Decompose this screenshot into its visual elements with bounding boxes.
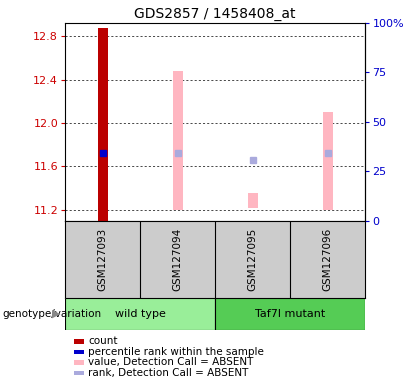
Text: GSM127094: GSM127094 — [173, 228, 183, 291]
Text: GSM127096: GSM127096 — [323, 228, 333, 291]
Text: ▶: ▶ — [52, 309, 61, 319]
Text: genotype/variation: genotype/variation — [2, 309, 101, 319]
Text: value, Detection Call = ABSENT: value, Detection Call = ABSENT — [88, 358, 254, 367]
Text: percentile rank within the sample: percentile rank within the sample — [88, 347, 264, 357]
Text: count: count — [88, 336, 118, 346]
Text: rank, Detection Call = ABSENT: rank, Detection Call = ABSENT — [88, 368, 249, 378]
Bar — [323, 112, 333, 210]
Title: GDS2857 / 1458408_at: GDS2857 / 1458408_at — [134, 7, 296, 21]
Text: wild type: wild type — [115, 309, 165, 319]
Text: Taf7l mutant: Taf7l mutant — [255, 309, 326, 319]
Bar — [215, 298, 365, 330]
Text: GSM127095: GSM127095 — [248, 228, 258, 291]
Bar — [98, 28, 108, 221]
Bar — [248, 192, 257, 208]
Bar — [65, 298, 215, 330]
Text: GSM127093: GSM127093 — [97, 228, 108, 291]
Bar — [173, 71, 183, 210]
